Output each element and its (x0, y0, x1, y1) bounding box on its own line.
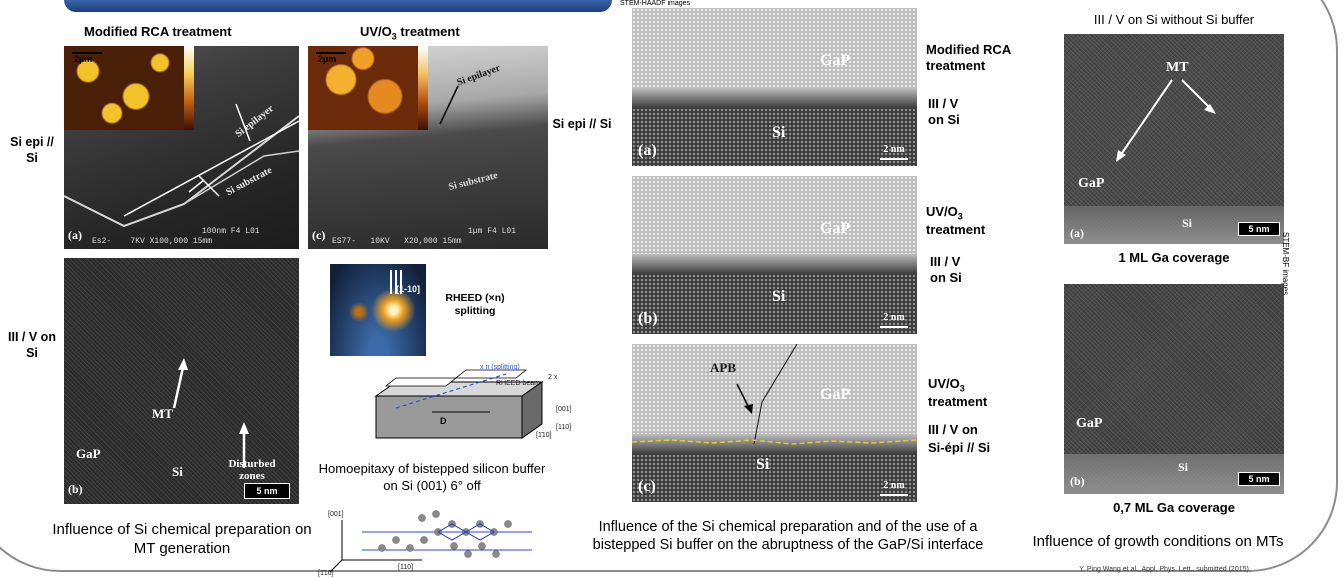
iii-v-label: III / V on Si (8, 330, 56, 360)
afm-inset-a: 2µm (64, 46, 184, 130)
bistep-diagram (374, 369, 544, 439)
sem-image-a: 2µm Si epilayer Si substrate (a) Es2- 7K… (64, 46, 299, 249)
stem-haadf-label: STEM-HAADF images (620, 0, 691, 7)
haadf-panel-a: GaP Si (a) 2 nm (632, 8, 917, 166)
homoepitaxy-text: Homoepitaxy of bistepped silicon buffer … (318, 461, 546, 493)
left-caption: Influence of Si chemical preparation on … (52, 521, 312, 557)
panel-a-label-4: on Si (928, 112, 960, 127)
header-banner (64, 0, 612, 12)
right-title: III / V on Si without Si buffer (1093, 12, 1255, 27)
bf-image-a: MT GaP Si (a) 5 nm (1064, 34, 1284, 244)
panel-b-label-2: treatment (926, 222, 986, 237)
middle-caption: Influence of the Si chemical preparation… (592, 519, 984, 553)
panel-c-label-4: Si-épi // Si (928, 440, 991, 455)
coverage-07ml: 0,7 ML Ga coverage (1113, 500, 1235, 515)
panel-a-label-1: Modified RCA (926, 42, 1012, 57)
si-epi-label-left: Si epi // Si (10, 135, 54, 165)
right-caption: Influence of growth conditions on MTs (1032, 533, 1284, 550)
bf-image-b: GaP Si (b) 5 nm (1064, 284, 1284, 494)
panel-c-label-1: UV/O3 (928, 376, 965, 394)
panel-b-label-4: on Si (930, 270, 962, 285)
panel-a-label-3: III / V (928, 96, 959, 111)
lattice-diagram (329, 510, 532, 573)
panel-a-label-2: treatment (926, 58, 986, 73)
rca-title: Modified RCA treatment (84, 24, 232, 39)
rheed-image: [1-10] (330, 264, 426, 356)
uv-title: UV/O3 treatment (360, 24, 460, 42)
afm-colorbar-a (184, 46, 194, 130)
afm-inset-c: 2µm (308, 46, 418, 130)
reference: Y. Ping Wang et al., Appl. Phys. Lett., … (1079, 566, 1251, 573)
si-epi-label-right: Si epi // Si (552, 117, 612, 131)
panel-c-label-3: III / V on (928, 422, 978, 437)
haadf-panel-b: GaP Si (b) 2 nm (632, 176, 917, 334)
panel-b-label-1: UV/O3 (926, 204, 963, 222)
panel-b-label-3: III / V (930, 254, 961, 269)
coverage-1ml: 1 ML Ga coverage (1118, 250, 1230, 265)
sem-image-c: 2µm Si epilayer Si substrate (c) ES77- 1… (308, 46, 548, 249)
rheed-title: RHEED (×n) splitting (445, 292, 505, 317)
tem-image-b: MT GaP Si Disturbed zones (b) 5 nm (64, 258, 299, 504)
panel-c-label-2: treatment (928, 394, 988, 409)
haadf-panel-c: APB GaP Si (c) 2 nm (632, 344, 917, 502)
afm-colorbar-c (418, 46, 428, 130)
